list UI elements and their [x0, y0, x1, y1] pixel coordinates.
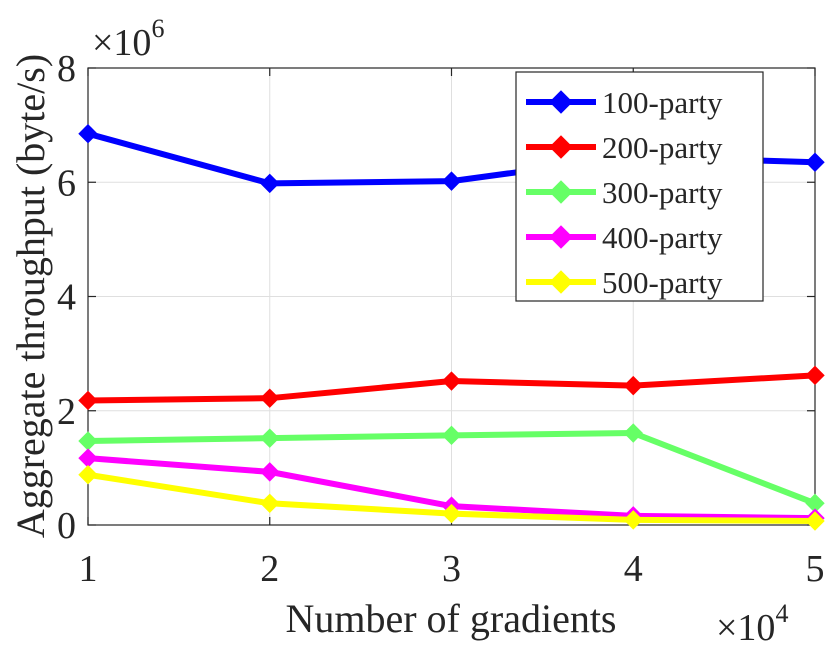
data-point: [805, 152, 825, 172]
data-point: [441, 425, 462, 446]
data-point: [260, 428, 280, 448]
x-tick-label: 4: [624, 548, 643, 590]
x-axis-multiplier: ×104: [716, 599, 788, 649]
legend-entry: 400-party: [526, 220, 723, 255]
legend-marker: [549, 225, 573, 249]
legend-marker: [549, 135, 573, 159]
data-point: [78, 123, 98, 144]
y-tick-label: 8: [57, 48, 76, 90]
legend: 100-party 200-party 300-party 400-party 500-…: [515, 71, 764, 302]
data-point: [260, 462, 280, 482]
series-300-party: [78, 423, 825, 513]
legend-entry: 100-party: [526, 85, 723, 120]
legend-label: 400-party: [602, 220, 723, 255]
y-multiplier-exponent: 6: [151, 14, 164, 43]
data-point: [805, 365, 825, 386]
x-axis-label: Number of gradients: [285, 596, 616, 641]
data-point: [441, 171, 462, 191]
data-point: [441, 371, 462, 391]
data-point: [623, 375, 643, 396]
x-multiplier-base: ×10: [716, 607, 775, 649]
legend-marker: [549, 90, 573, 114]
data-point: [260, 173, 280, 194]
data-point: [260, 388, 280, 408]
data-point: [805, 511, 825, 531]
series-500-party: [78, 465, 825, 531]
data-point: [441, 503, 462, 524]
x-tick-label: 5: [806, 548, 825, 590]
data-point: [623, 510, 643, 530]
series-group: [78, 123, 825, 531]
data-point: [78, 465, 98, 485]
x-tick-label: 1: [79, 548, 98, 590]
data-point: [78, 431, 98, 451]
data-point: [78, 448, 98, 468]
y-tick-label: 2: [57, 391, 76, 433]
legend-entry: 300-party: [526, 175, 723, 210]
x-tick-label: 3: [442, 548, 461, 590]
data-point: [623, 423, 643, 443]
legend-label: 200-party: [602, 130, 723, 165]
legend-marker: [549, 270, 573, 294]
legend-label: 100-party: [602, 85, 723, 120]
legend-label: 300-party: [602, 175, 723, 210]
legend-entry: 200-party: [526, 130, 723, 165]
data-point: [260, 493, 280, 513]
y-axis-multiplier: ×106: [92, 14, 164, 64]
y-tick-label: 0: [57, 505, 76, 547]
y-tick-label: 4: [57, 277, 76, 319]
y-tick-label: 6: [57, 162, 76, 204]
x-multiplier-exponent: 4: [775, 599, 788, 628]
legend-marker: [549, 180, 573, 204]
y-multiplier-base: ×10: [92, 22, 151, 64]
data-point: [78, 390, 98, 411]
legend-label: 500-party: [602, 265, 723, 300]
series-200-party: [78, 365, 825, 411]
y-axis-label: Aggregate throughput (byte/s): [8, 54, 53, 538]
x-tick-label: 2: [260, 548, 279, 590]
legend-entry: 500-party: [526, 265, 723, 300]
